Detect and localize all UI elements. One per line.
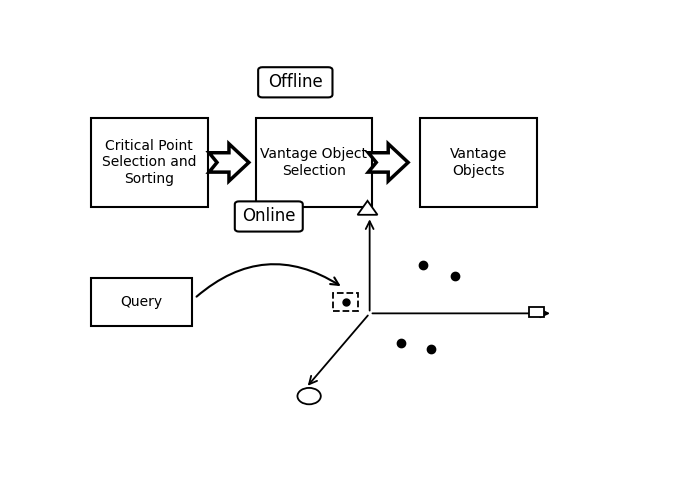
Text: Offline: Offline <box>268 73 323 91</box>
Text: Online: Online <box>242 208 295 226</box>
Text: Critical Point
Selection and
Sorting: Critical Point Selection and Sorting <box>102 139 197 186</box>
FancyBboxPatch shape <box>420 118 537 207</box>
FancyBboxPatch shape <box>91 278 192 326</box>
FancyBboxPatch shape <box>235 201 303 231</box>
FancyBboxPatch shape <box>258 67 332 97</box>
Polygon shape <box>358 201 377 215</box>
FancyBboxPatch shape <box>91 118 208 207</box>
Text: Query: Query <box>121 295 162 309</box>
Text: Vantage
Objects: Vantage Objects <box>450 147 507 178</box>
Circle shape <box>297 388 321 404</box>
Text: Vantage Object
Selection: Vantage Object Selection <box>260 147 367 178</box>
FancyBboxPatch shape <box>333 293 358 311</box>
FancyBboxPatch shape <box>256 118 373 207</box>
Polygon shape <box>369 144 408 181</box>
Polygon shape <box>209 144 249 181</box>
Polygon shape <box>530 307 545 318</box>
